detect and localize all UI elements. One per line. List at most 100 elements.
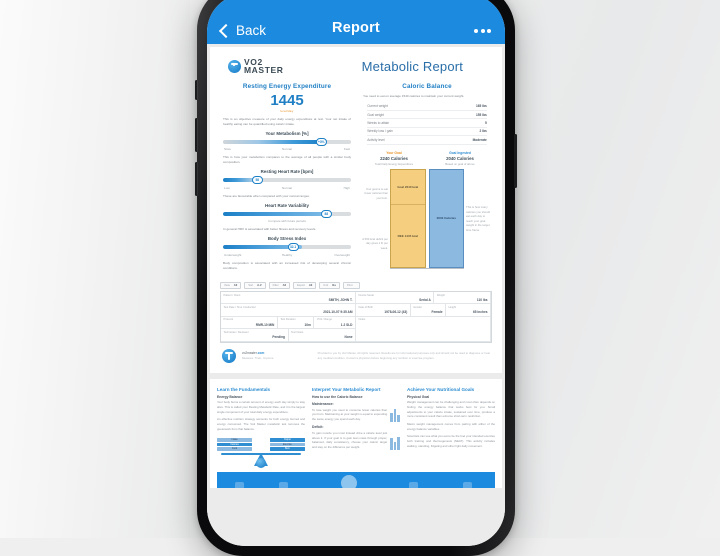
footer-link-prefix: vo2master [242, 351, 257, 356]
hrv-label: Heart Rate Variability [265, 202, 309, 208]
table-row-device: Device Serial Serial A Weight 110 lbs [356, 292, 491, 305]
chip-key-2: Filter [272, 283, 279, 287]
table-cell-testnotes: Test Notes None [288, 329, 356, 342]
table-cell-dob: Date of Birth 1978-06-12 (43) [356, 304, 411, 317]
table-key-duration: Test Duration [280, 318, 296, 322]
heart-rate-note: These are favourable when compared with … [223, 193, 310, 198]
hrv-note: In general HRV is associated with better… [223, 227, 317, 232]
report-scroll-area[interactable]: VO2 MASTER Metabolic Report Resting Ener… [207, 44, 505, 546]
mini-bar-4 [390, 437, 393, 450]
footer-logo-icon [222, 348, 236, 363]
bsi-fill [223, 245, 303, 250]
goal-block-your-goal: Your Goal 2240 Calories Total Daily Ener… [364, 151, 424, 166]
table-cell-testdate: Test Date / Time Conducted 2021-10-07 9:… [221, 304, 356, 317]
report-title: Metabolic Report [361, 59, 464, 75]
footer-link-block[interactable]: vo2master.com Measure. Train. Improve. [242, 351, 312, 360]
chart-left-annotations: Your goal is to eat fewer calories than … [362, 169, 388, 269]
metabolism-label-low: Slow [224, 147, 231, 152]
bottom-blue-strip [217, 472, 495, 489]
table-row: Weekly loss / gain 2 lbs [367, 127, 487, 137]
vo2master-logo: VO2 MASTER [220, 58, 337, 75]
power-button[interactable] [514, 134, 517, 188]
your-goal-value: 2240 Calories [380, 155, 408, 161]
energy-balance-illustration: Intake Calories Food Output Exercise Bur… [217, 434, 305, 469]
phone-screen: Back Report VO2 MASTER [207, 0, 505, 546]
footer-tagline: Measure. Train. Improve. [242, 356, 275, 361]
mini-bar-3 [397, 414, 400, 422]
hrv-knob[interactable]: 88 [320, 209, 332, 218]
more-dot-3 [487, 29, 491, 33]
chart-left-note-2: A 500 kcal deficit per day gives 1 lb pe… [362, 236, 388, 250]
mini-bar-chart-2 [390, 436, 400, 450]
table-cell-technician: Technician / Reviewer Pending [221, 329, 289, 342]
bar-your-goal: Goal 2240 kcal REE 1445 kcal [390, 168, 426, 268]
more-options-icon[interactable] [474, 29, 491, 33]
caloric-balance-table: Current weight 165 lbs Goal weight 155 lbs W… [367, 102, 487, 145]
info-heading-fundamentals: Learn the Fundamentals [217, 386, 271, 392]
footer-website-link[interactable]: vo2master.com [242, 351, 312, 355]
table-cell-gender: Gender Female [410, 304, 446, 317]
table-cell-device: Device Serial Serial A [356, 292, 435, 305]
bsi-knob[interactable]: 32.1 [287, 243, 299, 252]
chip-value-2: All [282, 283, 287, 287]
table-chip-export[interactable]: Export All [293, 281, 317, 289]
heart-rate-slider[interactable]: 58 [223, 176, 351, 185]
table-chip-filter[interactable]: Filter All [268, 281, 291, 289]
table-chip-view[interactable]: View All [220, 281, 242, 289]
heart-rate-label-low: Low [224, 185, 230, 190]
info-subheading-fundamentals: Energy Balance [217, 394, 243, 399]
table-chip-print[interactable]: Print [342, 281, 361, 289]
scale-plate-left-2: Calories [217, 442, 253, 447]
back-button[interactable]: Back [218, 23, 266, 38]
table-cell-protocol: Protocol RMR-10 MIN [221, 316, 278, 330]
metabolism-knob[interactable]: +3% [315, 137, 327, 146]
scale-plate-right-1: Output [269, 438, 305, 442]
footer-legal-text: Provided to you by Vo2 Master. All right… [317, 351, 490, 360]
table-key-testnotes: Test Notes [291, 330, 304, 334]
metabolism-slider[interactable]: +3% [223, 137, 351, 146]
table-value-vo2range: 1.2 SLD [340, 322, 353, 327]
report-footer: vo2master.com Measure. Train. Improve. P… [222, 348, 490, 363]
bsi-slider[interactable]: 32.1 [223, 243, 351, 252]
chart-right-note-1: This is how many calories you should eat… [466, 205, 490, 232]
table-row: Goal weight 155 lbs [367, 110, 487, 120]
table-column-right: Device Serial Serial A Weight 110 lbs [356, 292, 491, 342]
scale-pan-right: Output Exercise Burn [269, 438, 305, 451]
mute-switch[interactable] [195, 80, 198, 100]
table-chip-sort[interactable]: Sort A-Z [244, 281, 266, 289]
hrv-slider[interactable]: 88 [223, 209, 351, 218]
bar-segment-goal-top: Goal 2240 kcal [391, 169, 425, 204]
metabolism-note: This is how your metabolism compares to … [223, 155, 351, 165]
volume-up-button[interactable] [195, 118, 198, 152]
info-term-deficit: Deficit: [312, 424, 324, 429]
info-column-fundamentals: Learn the Fundamentals Energy Balance Yo… [217, 387, 305, 469]
table-key-notes: Notes [358, 318, 366, 322]
info-paragraph-interpret-1: To lose weight you need to consume fewer… [312, 407, 388, 422]
table-column-left: Patient / Client SMITH, JOHN T. Test Dat… [221, 292, 356, 342]
table-value-device: Serial A [419, 297, 431, 302]
table-cell-vo2range: VO2 / Range 1.2 SLD [314, 316, 356, 330]
info-column-goals: Achieve Your Nutritional Goals Physical … [407, 387, 495, 469]
table-toolbar[interactable]: View All Sort A-Z Filter All Export All Unit lbs P… [220, 281, 492, 289]
table-value-duration: 10m [304, 322, 311, 327]
mini-bar-6 [397, 436, 400, 450]
mini-bar-5 [393, 441, 397, 450]
more-dot-1 [474, 29, 478, 33]
your-goal-sub: Total Daily Energy Expenditure [374, 161, 414, 166]
cb-value-0: 165 lbs [444, 102, 487, 111]
heart-rate-scale-labels: Low Normal High [222, 186, 352, 190]
table-value-technician: Pending [272, 335, 285, 340]
volume-down-button[interactable] [195, 162, 198, 196]
metabolism-label-mid: Normal [282, 147, 292, 152]
info-paragraph-interpret-2: To gain muscle you must instead drive a … [312, 430, 388, 449]
table-key-technician: Technician / Reviewer [223, 330, 249, 334]
table-key-patient: Patient / Client [223, 293, 241, 297]
info-column-interpret: Interpret Your Metabolic Report How to u… [312, 387, 400, 469]
bsi-scale-labels: Underweight Healthy Overweight [222, 253, 352, 257]
heart-rate-knob[interactable]: 58 [251, 176, 263, 185]
chart-right-annotations: This is how many calories you should eat… [466, 169, 492, 269]
table-chip-unit[interactable]: Unit lbs [319, 281, 340, 289]
scale-plate-left-3: Food [217, 447, 253, 451]
chip-value-1: A-Z [257, 283, 262, 287]
ree-description: This is an objective measure of your dai… [223, 116, 351, 126]
